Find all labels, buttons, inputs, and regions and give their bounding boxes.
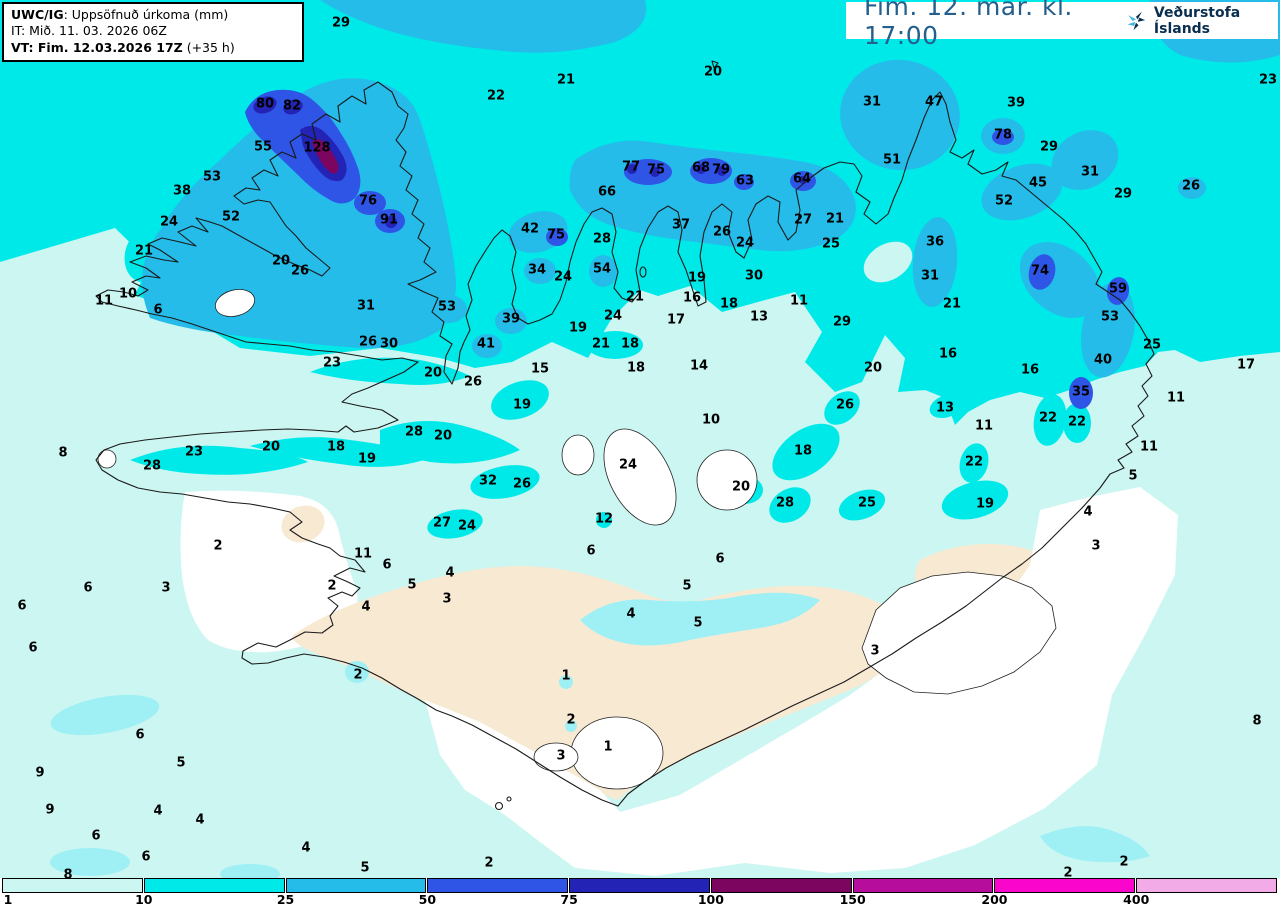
legend-band-label: 150: [839, 892, 866, 907]
legend-band-label: 400: [1123, 892, 1150, 907]
legend-band-label: 10: [135, 892, 153, 907]
drangajokull-glacier: [214, 289, 256, 317]
precipitation-legend: 1 10 25 50 75 100 150 200 400: [0, 878, 1280, 908]
legend-band: [1136, 878, 1277, 893]
coastline-layer: [95, 60, 1155, 811]
hofsjokull-glacier: [696, 449, 758, 511]
run-info-box: UWC/IG: Uppsöfnuð úrkoma (mm) IT: Mið. 1…: [2, 2, 304, 62]
legend-band: [427, 878, 569, 893]
legend-band: [2, 878, 143, 893]
iceland-precipitation-map-svg: [0, 0, 1280, 878]
dry-zone-southeast-and-glaciers: [97, 289, 1178, 876]
eiriksjokull-glacier: [561, 434, 595, 476]
snaefellsjokull-glacier: [97, 449, 117, 469]
vedurstofa-logo: Veðurstofa Íslands: [1125, 5, 1278, 37]
precipitation-map: 29 22 21 20 23 80 82 55 128 53 38 52 24 21 76 91 20 26 10 1…: [0, 0, 1280, 882]
info-line-init-time: IT: Mið. 11. 03. 2026 06Z: [11, 23, 167, 39]
legend-band-label: 200: [981, 892, 1008, 907]
legend-band-label: 1: [3, 892, 13, 907]
eyjafjallajokull-glacier: [533, 742, 579, 772]
legend-band: [285, 878, 427, 893]
legend-band: [994, 878, 1136, 893]
vatnajokull-glacier: [861, 571, 1057, 695]
precip-band-100-150-core: [312, 139, 339, 174]
vestmannaeyjar-island: [494, 801, 504, 811]
legend-band-label: 100: [697, 892, 724, 907]
legend-color-strip: 1 10 25 50 75 100 150 200 400: [0, 878, 1280, 906]
legend-band: [143, 878, 285, 893]
vestmannaeyjar-islet: [506, 796, 512, 802]
info-line-product: UWC/IG: Uppsöfnuð úrkoma (mm): [11, 7, 229, 22]
legend-band-label: 75: [560, 892, 578, 907]
iceland-coastline: [95, 81, 1155, 807]
vedurstofa-logo-text: Veðurstofa Íslands: [1153, 4, 1241, 37]
langjokull-glacier: [603, 428, 677, 526]
vedurstofa-logo-icon: [1127, 11, 1146, 30]
hrisey-island: [639, 266, 647, 278]
valid-time-text: Fim. 12. mar. kl. 17:00: [864, 0, 1073, 50]
legend-band: [852, 878, 994, 893]
legend-band: [710, 878, 852, 893]
lakes-and-wet-spots-layer: [50, 592, 1150, 878]
legend-band-label: 25: [276, 892, 295, 907]
grimsey-island: [711, 60, 719, 69]
legend-band-label: 50: [418, 892, 437, 907]
valid-time-bar: Fim. 12. mar. kl. 17:00 Veðurstofa Íslan…: [846, 0, 1278, 50]
legend-band: [569, 878, 710, 893]
info-line-valid-time: VT: Fim. 12.03.2026 17Z (+35 h): [11, 39, 235, 55]
